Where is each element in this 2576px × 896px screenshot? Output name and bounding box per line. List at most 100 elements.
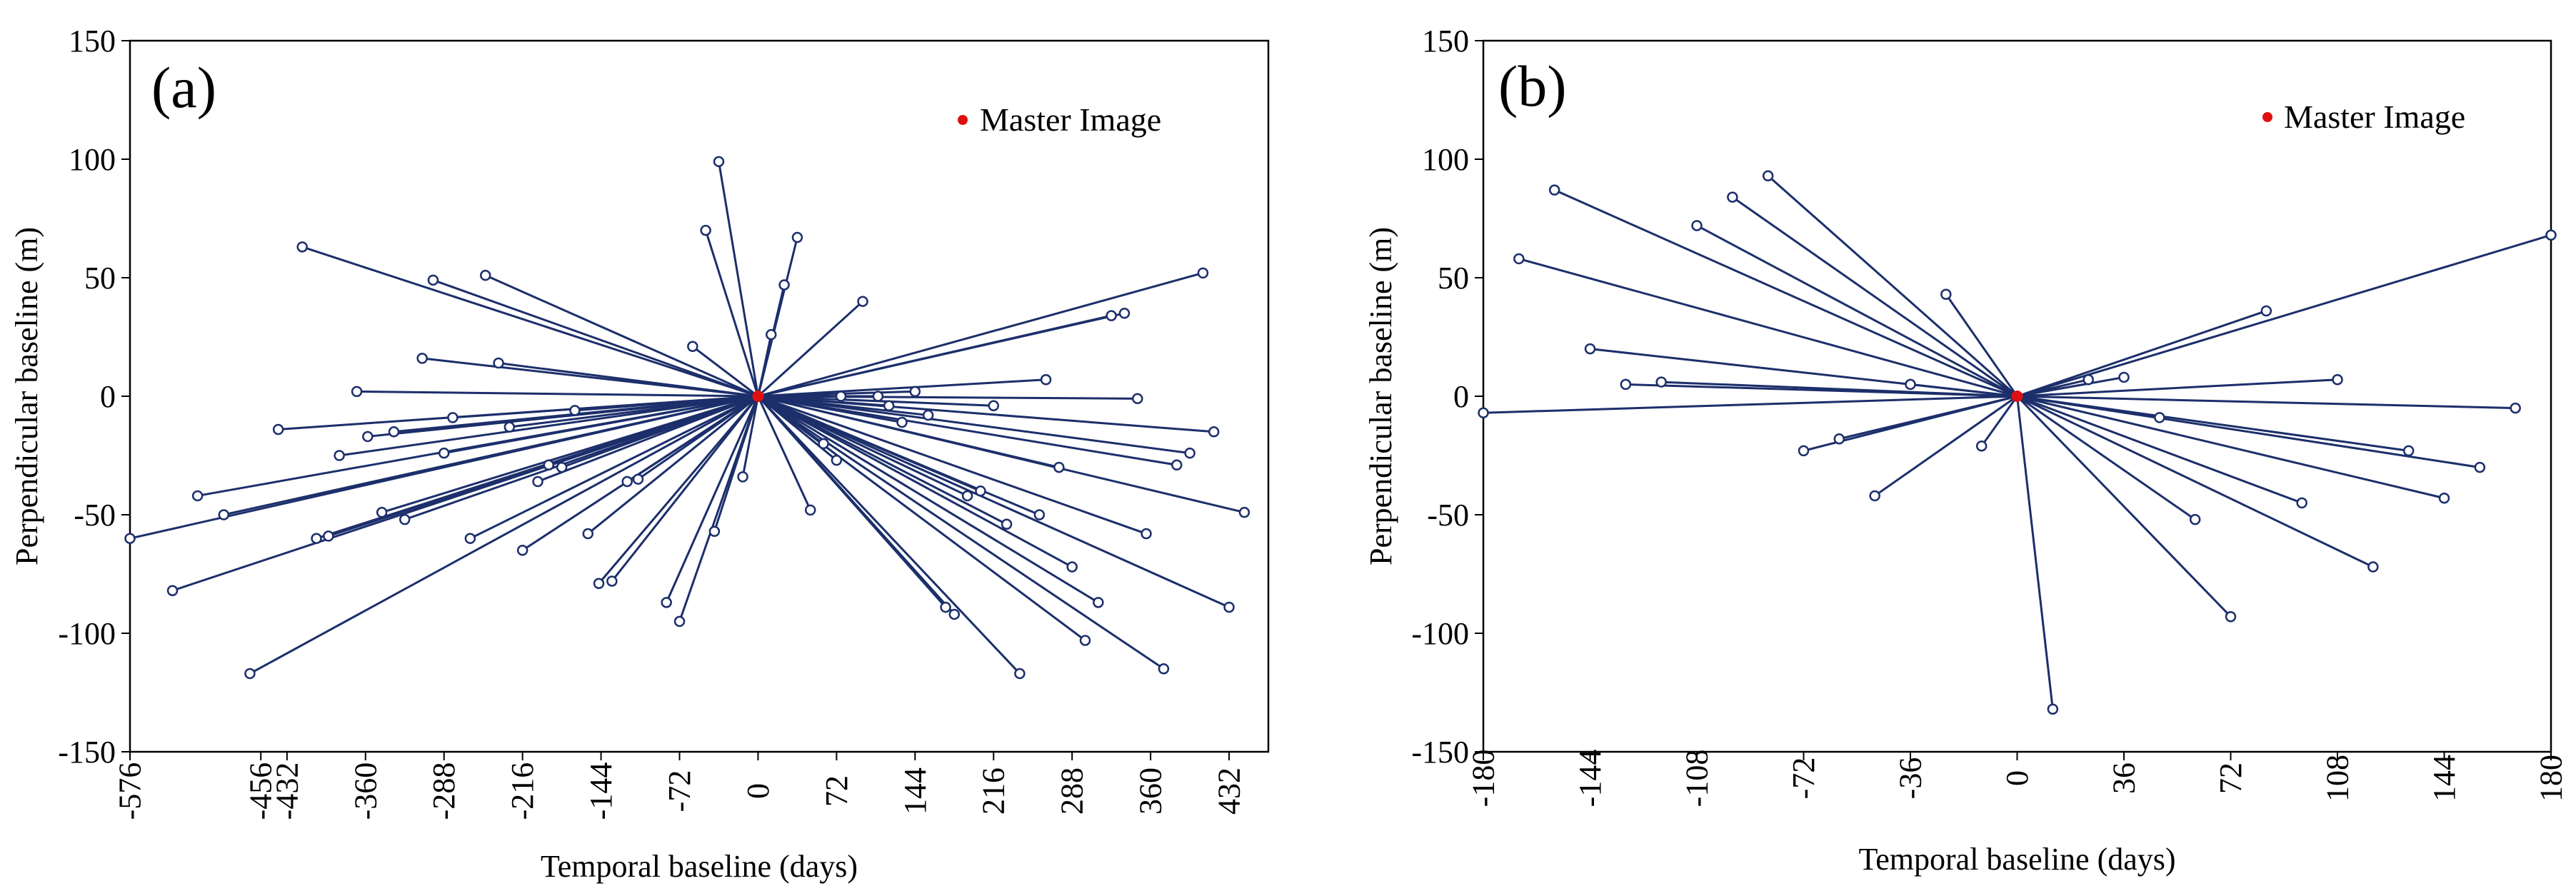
acquisition-point <box>2047 703 2059 715</box>
acquisition-point <box>835 391 847 402</box>
baseline-line <box>757 395 1230 608</box>
baseline-line <box>741 396 759 478</box>
acquisition-point <box>700 224 711 236</box>
acquisition-point <box>1066 561 1078 573</box>
x-tick-label: 432 <box>1212 767 1247 815</box>
master-image-point <box>2011 391 2023 402</box>
acquisition-point <box>2367 561 2379 573</box>
x-tick-label: -456 <box>244 762 279 820</box>
x-tick-label: 360 <box>1133 767 1168 815</box>
acquisition-point <box>2189 513 2201 525</box>
baseline-line <box>1910 383 2018 398</box>
acquisition-point <box>124 533 136 544</box>
x-tick-label: -144 <box>1573 750 1608 807</box>
acquisition-point <box>388 426 400 438</box>
acquisition-point <box>244 668 256 680</box>
acquisition-point <box>1655 376 1667 388</box>
baseline-line <box>223 395 758 516</box>
baseline-line <box>757 395 1073 568</box>
baseline-line <box>598 396 759 585</box>
acquisition-point <box>1238 506 1251 518</box>
acquisition-point <box>1040 374 1052 386</box>
y-tick-label: -100 <box>58 616 116 651</box>
baseline-line <box>758 378 1046 398</box>
acquisition-point <box>323 530 334 542</box>
y-tick-label: -150 <box>58 735 116 770</box>
baseline-lines <box>1483 175 2552 710</box>
acquisition-point <box>516 545 528 556</box>
baseline-line <box>718 161 759 397</box>
acquisition-point <box>1798 445 1810 457</box>
x-tick-label: 0 <box>2000 770 2035 786</box>
x-tick-label: -180 <box>1466 750 1501 807</box>
x-tick-label: 216 <box>976 767 1011 815</box>
baseline-line <box>443 395 758 455</box>
acquisition-point <box>687 341 698 353</box>
acquisition-point <box>1223 601 1235 613</box>
baseline-line <box>757 395 1086 642</box>
acquisition-point <box>543 459 555 471</box>
x-tick-label: 0 <box>741 783 776 799</box>
acquisition-point <box>1171 459 1183 471</box>
y-tick-label: 100 <box>69 142 116 177</box>
baseline-line <box>2017 395 2516 410</box>
acquisition-point <box>909 386 921 398</box>
acquisition-point <box>883 400 895 412</box>
master-image-point <box>752 391 764 402</box>
acquisition-point <box>2474 461 2486 473</box>
panel-label: (b) <box>1498 54 1567 119</box>
acquisition-point <box>447 412 458 423</box>
x-tick-label: -216 <box>505 762 540 820</box>
acquisition-point <box>1118 308 1131 319</box>
panel-b: -150 -100 -50 0 50 100 150 -180 -144 -108 -72 -36 0 3… <box>1363 24 2569 877</box>
acquisition-point <box>1620 378 1632 391</box>
y-tick-label: 150 <box>69 24 116 59</box>
acquisition-point <box>1053 461 1065 473</box>
acquisition-point <box>2545 229 2557 241</box>
baseline-line <box>574 395 758 412</box>
acquisition-point <box>606 575 618 587</box>
y-tick-label: 50 <box>84 261 116 296</box>
baseline-line <box>758 395 1138 400</box>
acquisition-point <box>479 269 491 281</box>
acquisition-point <box>1727 191 1738 203</box>
y-axis-title: Perpendicular baseline (m) <box>1363 227 1398 565</box>
baseline-line <box>2016 395 2196 520</box>
acquisition-point <box>1905 378 1916 391</box>
acquisition-point <box>737 471 748 483</box>
baseline-line <box>1554 188 2018 398</box>
acquisition-point <box>532 475 543 488</box>
acquisition-point <box>1513 253 1525 265</box>
acquisition-point <box>296 241 308 253</box>
baseline-line <box>249 395 759 675</box>
acquisition-point <box>503 421 516 433</box>
baseline-line <box>691 346 759 398</box>
acquisition-points <box>1478 170 2557 715</box>
acquisition-point <box>272 423 284 436</box>
baseline-line <box>1518 257 2018 398</box>
acquisition-point <box>1106 310 1117 321</box>
acquisition-point <box>2332 374 2343 386</box>
baseline-line <box>758 395 1214 433</box>
acquisition-point <box>1197 267 1209 279</box>
baseline-line <box>2017 378 2338 398</box>
baseline-line <box>757 395 1040 516</box>
acquisition-point <box>399 513 411 525</box>
x-tick-label: -360 <box>348 762 383 820</box>
acquisition-point <box>1762 170 1774 181</box>
baseline-line <box>1980 396 2018 447</box>
y-axis-title: Perpendicular baseline (m) <box>9 227 44 565</box>
baseline-line <box>611 396 759 582</box>
acquisition-point <box>351 386 363 398</box>
acquisition-point <box>1014 668 1026 680</box>
baseline-line <box>756 237 798 397</box>
acquisition-point <box>818 438 829 450</box>
baseline-line <box>637 395 759 480</box>
x-tick-label: -36 <box>1893 757 1928 800</box>
acquisition-point <box>872 391 884 402</box>
acquisition-point <box>804 504 816 516</box>
acquisition-point <box>1184 447 1196 459</box>
baseline-line <box>1767 175 2018 398</box>
acquisition-point <box>2118 371 2130 383</box>
x-tick-label: 72 <box>819 775 854 807</box>
